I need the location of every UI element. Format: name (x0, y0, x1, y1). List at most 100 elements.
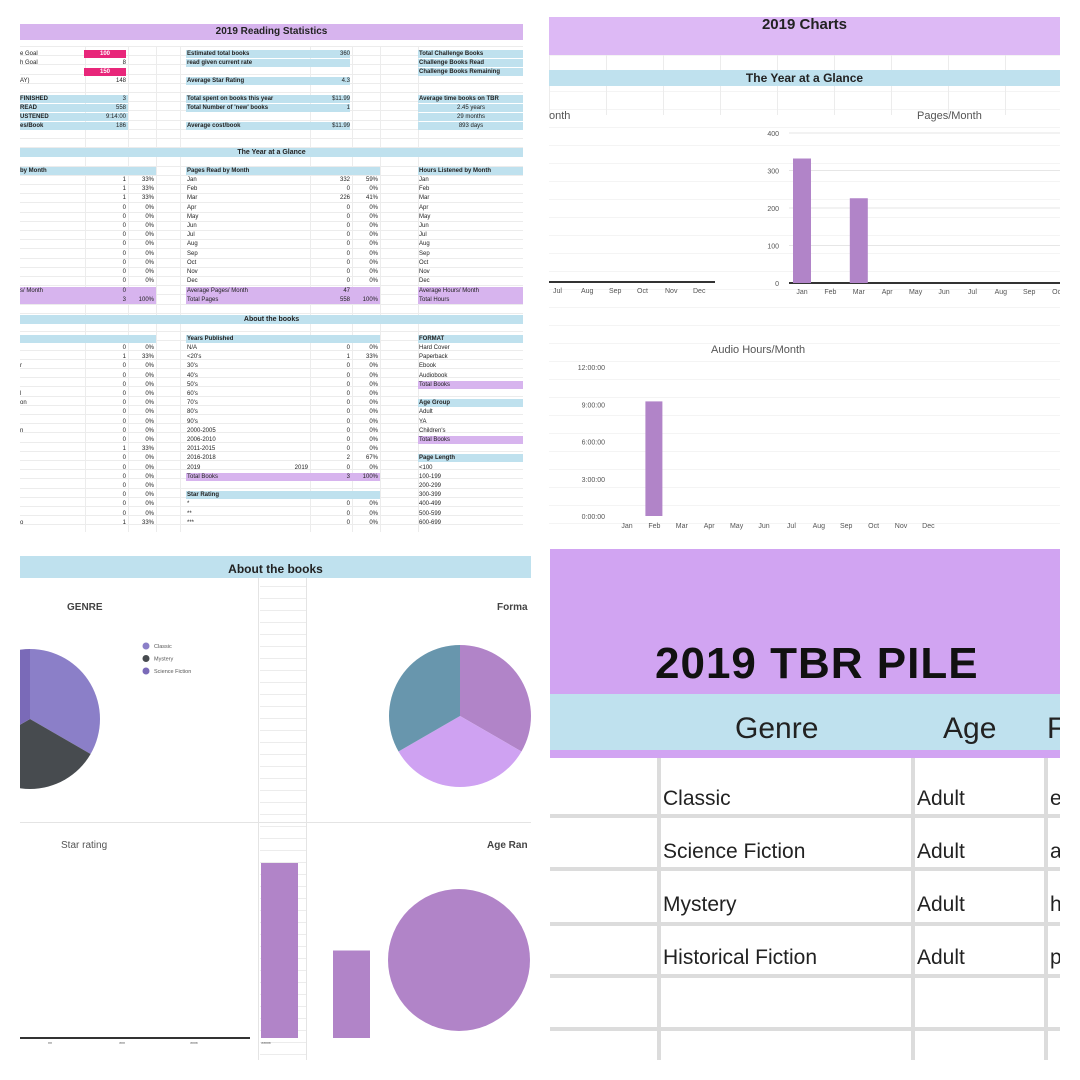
grid-row-line (549, 361, 1060, 362)
month-label: Sep (187, 250, 198, 257)
y-tick-label: 6:00:00 (582, 440, 605, 447)
grid-row-line (549, 415, 1060, 416)
y-tick-label: 3:00:00 (582, 477, 605, 484)
grid-row-line (20, 460, 523, 461)
grid-row-line (20, 165, 523, 167)
left-label (20, 408, 60, 416)
books-count: 0 (122, 250, 126, 257)
tbr-genre-cell: Classic (663, 787, 731, 810)
page-length-label: 300-399 (419, 492, 442, 499)
pages-pct: 0% (369, 213, 378, 220)
pages-pct: 0% (369, 186, 378, 193)
total-books-value: 3 (122, 297, 126, 303)
grid-row-line (549, 505, 1060, 506)
left-pct: 0% (145, 473, 154, 480)
grid-row-line (260, 610, 306, 611)
tbr-age-cell: Adult (917, 787, 965, 810)
stat-row-bg (418, 68, 523, 76)
years-total-count: 3 (346, 473, 350, 480)
grid-row-line (260, 1042, 306, 1043)
grid-row-line (20, 73, 523, 75)
pages-count: 0 (346, 213, 350, 220)
grid-row-line (549, 109, 1060, 110)
stat-label: read given current rate (187, 60, 253, 66)
x-tick-label: Feb (648, 523, 660, 530)
stat-value: 8 (122, 60, 126, 66)
x-tick-label: Jun (938, 289, 949, 296)
year-count: 0 (346, 381, 350, 388)
books-pct: 0% (145, 269, 154, 275)
grid-row-line (260, 766, 306, 767)
left-pct: 0% (145, 437, 154, 443)
year-pct: 0% (369, 363, 378, 370)
charts-panel: 2019 Charts The Year at a Glance onth Ju… (549, 17, 1060, 532)
grid-row-line (20, 358, 523, 360)
month-label: Jun (419, 223, 429, 229)
left-label (20, 500, 60, 508)
year-label: 40's (187, 372, 198, 379)
month-label: Jul (187, 232, 195, 239)
y-tick-label: 12:00:00 (578, 365, 605, 372)
audio-month-chart-title: Audio Hours/Month (711, 344, 806, 356)
x-tick-label: Dec (693, 288, 706, 295)
page-length-label: 400-499 (419, 501, 442, 508)
left-pct: 0% (145, 501, 154, 508)
x-tick-label: Aug (813, 523, 826, 530)
pages-count: 0 (346, 250, 350, 257)
pages-pct: 41% (365, 195, 378, 202)
grid-row-line (20, 377, 523, 379)
grid-row-line (260, 706, 306, 707)
grid-row-line (20, 239, 523, 241)
year-count: 1 (346, 354, 350, 361)
stat-value: 148 (115, 78, 126, 84)
star-rating-header: Star Rating (187, 492, 220, 499)
left-pct: 0% (145, 455, 154, 462)
grid-row-line (20, 220, 523, 222)
grid-row-line (260, 802, 306, 803)
year-label: 2019 (294, 464, 308, 471)
y-tick-label: 400 (767, 131, 779, 138)
star-count: 0 (346, 510, 350, 517)
stat-label: Total Number of 'new' books (187, 105, 269, 111)
month-label: Jan (187, 177, 197, 183)
stat-label: h Goal (20, 60, 38, 66)
x-tick-label: Aug (581, 288, 594, 295)
col-header-bg (186, 335, 380, 343)
left-count: 0 (122, 381, 126, 388)
left-label (20, 353, 60, 361)
stat-label: Challenge Books Remaining (419, 69, 501, 75)
grid-row-line (260, 670, 306, 671)
star-bar (261, 863, 298, 1038)
left-pct: 0% (145, 492, 154, 499)
books-pct: 0% (145, 278, 154, 285)
year-pct: 33% (365, 354, 378, 361)
month-label: Apr (187, 204, 197, 211)
col-header-bg (418, 167, 523, 175)
col-header-bg (20, 167, 156, 175)
grid-row-line (20, 487, 523, 489)
grid-col-line (156, 46, 157, 532)
grid-row-line (550, 974, 1060, 978)
books-count: 1 (122, 195, 126, 202)
tbr-title-bar: 2019 TBR PILE (550, 549, 1060, 694)
age-range-chart-title: Age Ran (487, 840, 528, 851)
grid-row-line (20, 441, 523, 443)
stat-label: e Goal (20, 51, 38, 57)
grid-row-line (549, 397, 1060, 398)
grid-row-line (549, 307, 1060, 308)
year-label: 2016-2018 (187, 455, 216, 462)
avg-books-value: 0 (122, 288, 126, 294)
grid-row-line (260, 682, 306, 683)
col-header-bg (20, 335, 156, 343)
grid-row-line (20, 211, 523, 213)
genre-legend-label: Classic (154, 644, 172, 650)
grid-row-line (549, 451, 1060, 452)
year-pct: 0% (369, 437, 378, 443)
page-length-label: 100-199 (419, 473, 442, 480)
x-tick-label: Oct (868, 523, 879, 530)
x-tick-label: Sep (609, 288, 622, 295)
left-pct: 0% (145, 409, 154, 416)
pages-by-month-header: Pages Read by Month (187, 168, 250, 174)
grid-row-line (20, 450, 523, 452)
stat-value: $11.99 (332, 123, 350, 129)
